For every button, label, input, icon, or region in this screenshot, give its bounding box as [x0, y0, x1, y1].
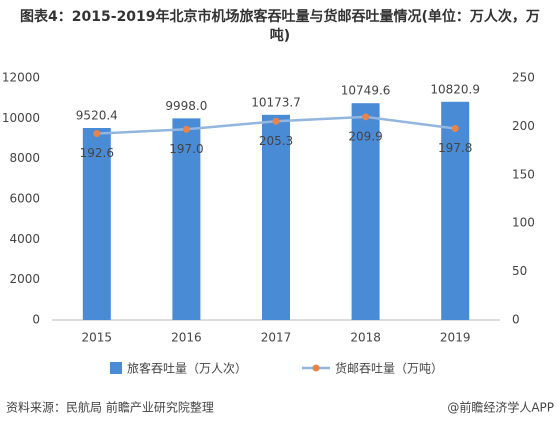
line-value-label: 205.3: [259, 134, 293, 148]
legend-label: 旅客吞吐量（万人次）: [127, 361, 247, 376]
line-value-label: 192.6: [80, 146, 114, 160]
bar-value-label: 9520.4: [76, 109, 118, 123]
legend-label: 货邮吞吐量（万吨）: [335, 361, 443, 376]
bar-value-label: 10820.9: [430, 82, 480, 96]
line-value-label: 209.9: [348, 129, 382, 143]
credit: @前瞻经济学人APP: [447, 400, 554, 415]
x-tick-label: 2018: [350, 331, 381, 345]
x-tick-label: 2019: [440, 331, 471, 345]
bar: [172, 118, 201, 321]
line-marker: [362, 113, 370, 121]
x-tick-label: 2015: [82, 331, 113, 345]
y2-tick-label: 50: [512, 264, 527, 278]
bar: [441, 101, 470, 320]
bar-value-label: 10173.7: [251, 95, 301, 109]
line-value-label: 197.8: [438, 141, 472, 155]
legend-swatch: [312, 364, 320, 372]
bar: [82, 128, 111, 320]
bar-value-label: 9998.0: [165, 99, 207, 113]
line-marker: [182, 125, 190, 133]
y-tick-label: 12000: [2, 71, 40, 85]
line-marker: [451, 125, 459, 133]
legend-swatch: [110, 362, 122, 374]
line-marker: [272, 117, 280, 125]
bar: [262, 114, 290, 320]
x-tick-label: 2016: [171, 331, 202, 345]
y-tick-label: 0: [32, 313, 40, 327]
line-value-label: 197.0: [169, 142, 203, 156]
y-tick-label: 6000: [9, 192, 40, 206]
bar: [351, 103, 380, 320]
source: 资料来源：民航局 前瞻产业研究院整理: [6, 400, 214, 415]
y2-tick-label: 100: [512, 216, 535, 230]
y2-tick-label: 0: [512, 313, 520, 327]
y2-tick-label: 150: [512, 167, 535, 181]
y-tick-label: 2000: [9, 272, 40, 286]
y2-tick-label: 200: [512, 119, 535, 133]
y-tick-label: 4000: [9, 232, 40, 246]
chart-title: 图表4：2015-2019年北京市机场旅客吞吐量与货邮吞吐量情况(单位：万人次，…: [20, 9, 540, 44]
y-tick-label: 8000: [9, 151, 40, 165]
x-tick-label: 2017: [261, 331, 292, 345]
y-tick-label: 10000: [2, 111, 40, 125]
bar-value-label: 10749.6: [341, 84, 391, 98]
y2-tick-label: 250: [512, 71, 535, 85]
line-marker: [93, 130, 101, 138]
